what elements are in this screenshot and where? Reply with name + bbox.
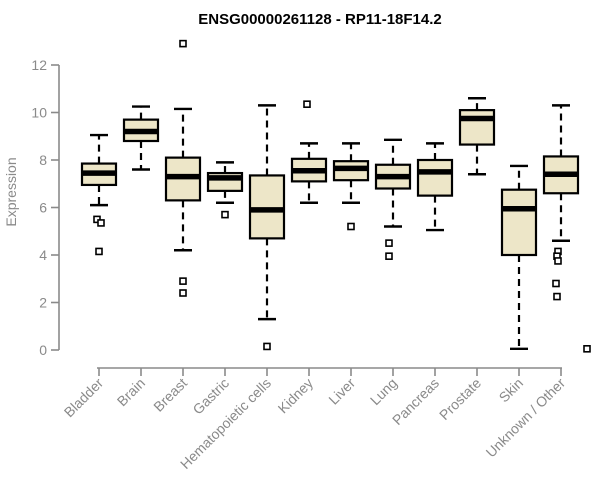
x-tick-label: Pancreas: [389, 375, 442, 428]
boxplot-brain: [122, 105, 160, 171]
boxplot-lung: [374, 138, 412, 260]
boxplot-prostate: [458, 97, 496, 176]
outlier-point: [263, 342, 271, 351]
y-tick-label: 6: [39, 200, 47, 216]
x-tick-label: Bladder: [61, 375, 107, 421]
boxplot-hematopoietic-cells: [248, 104, 286, 351]
outlier-point: [554, 257, 562, 265]
boxplot-liver: [332, 142, 370, 231]
outlier-point: [583, 345, 591, 353]
x-tick-label: Prostate: [436, 375, 484, 423]
x-tick-label: Unknown / Other: [483, 375, 569, 461]
x-tick-label: Liver: [325, 375, 358, 408]
outlier-point: [179, 39, 187, 48]
outlier-point: [221, 210, 229, 219]
outlier-point: [95, 247, 103, 256]
outlier-point: [179, 289, 187, 297]
y-axis-title: Expression: [3, 157, 19, 226]
outlier-point: [179, 277, 187, 285]
outlier-point: [553, 292, 561, 301]
y-tick-label: 10: [31, 105, 47, 121]
box: [500, 188, 538, 257]
x-tick-label: Lung: [367, 375, 400, 408]
boxplot-gastric: [206, 161, 244, 219]
outlier-point: [347, 222, 355, 231]
outlier-point: [385, 252, 393, 260]
boxplot-kidney: [290, 100, 328, 204]
boxplot-bladder: [80, 133, 118, 256]
x-tick-label: Breast: [150, 375, 190, 415]
boxplot-breast: [164, 39, 202, 297]
chart-title: ENSG00000261128 - RP11-18F14.2: [198, 11, 442, 28]
x-tick-label: Kidney: [275, 375, 317, 417]
box: [248, 174, 286, 240]
boxplot-skin: [500, 164, 538, 351]
outlier-point: [97, 219, 105, 227]
outlier-point: [303, 100, 311, 108]
y-tick-label: 8: [39, 152, 47, 168]
y-tick-label: 0: [39, 342, 47, 358]
boxes-layer: [80, 39, 591, 353]
outlier-point: [385, 239, 393, 247]
boxplot-pancreas: [416, 142, 454, 232]
y-tick-label: 2: [39, 295, 47, 311]
y-tick-label: 4: [39, 247, 47, 263]
outlier-point: [552, 279, 560, 288]
y-tick-label: 12: [31, 57, 47, 73]
x-tick-label: Skin: [496, 375, 527, 406]
boxplot-unknown-other: [542, 104, 591, 353]
x-tick-label: Brain: [114, 375, 148, 409]
box: [416, 158, 454, 197]
box: [458, 109, 496, 146]
